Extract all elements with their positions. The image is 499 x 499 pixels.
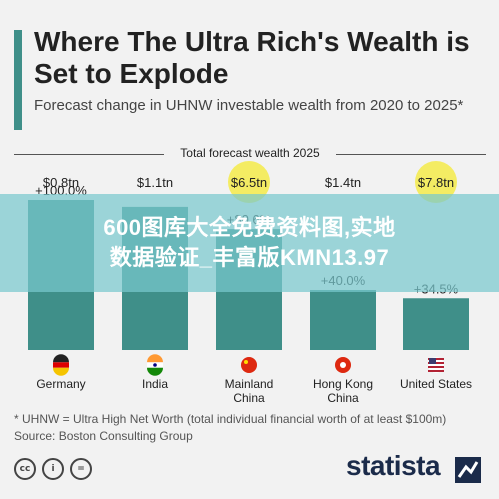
total-wealth-label: Total forecast wealth 2025 <box>180 146 320 160</box>
category-label: Germany <box>36 377 85 391</box>
united-states-flag-canton <box>429 358 436 364</box>
creative-commons-icon[interactable]: cc <box>14 458 36 480</box>
bar <box>310 290 376 350</box>
footnote: * UHNW = Ultra High Net Worth (total ind… <box>14 412 447 426</box>
category-label: China <box>327 391 359 405</box>
category-label: India <box>142 377 168 391</box>
china-flag-star <box>244 360 248 364</box>
total-highlight <box>228 161 270 203</box>
total-wealth-value: $6.5tn <box>231 175 267 190</box>
united-states-flag-stripe <box>428 370 444 372</box>
divider-left <box>14 154 164 155</box>
statista-logo-mark <box>455 457 481 483</box>
attribution-icon[interactable]: i <box>42 458 64 480</box>
china-flag-red <box>241 357 257 373</box>
united-states-flag-stripe <box>428 366 444 368</box>
total-wealth-value: $7.8tn <box>418 175 454 190</box>
total-wealth-value: $1.1tn <box>137 175 173 190</box>
license-icons: cc i = <box>14 458 92 480</box>
statista-logo[interactable]: statista <box>346 450 441 481</box>
hong-kong-flag-flower <box>340 362 346 368</box>
chart-title: Where The Ultra Rich's Wealth is Set to … <box>34 26 470 89</box>
watermark-banner <box>0 194 499 292</box>
watermark-line-1: 600图库大全免费资料图,实地 <box>103 215 396 240</box>
category-label: Mainland <box>225 377 274 391</box>
category-label: China <box>233 391 265 405</box>
india-flag-green <box>147 367 163 376</box>
germany-flag-red <box>53 362 69 368</box>
india-flag-chakra <box>153 363 157 367</box>
watermark-line-2: 数据验证_丰富版KMN13.97 <box>109 245 390 270</box>
category-label: Hong Kong <box>313 377 373 391</box>
accent-bar <box>14 30 22 130</box>
no-derivatives-icon[interactable]: = <box>70 458 92 480</box>
germany-flag-gold <box>53 367 69 376</box>
total-wealth-value: $0.8tn <box>43 175 79 190</box>
watermark-text: 600图库大全免费资料图,实地 数据验证_丰富版KMN13.97 <box>0 213 499 273</box>
india-flag-saffron <box>147 354 163 363</box>
bar <box>403 298 469 350</box>
total-highlight <box>415 161 457 203</box>
germany-flag-black <box>53 354 69 363</box>
source-note: Source: Boston Consulting Group <box>14 429 193 443</box>
category-label: United States <box>400 377 472 391</box>
divider-right <box>336 154 486 155</box>
chart-subtitle: Forecast change in UHNW investable wealt… <box>34 97 464 114</box>
total-wealth-value: $1.4tn <box>325 175 361 190</box>
